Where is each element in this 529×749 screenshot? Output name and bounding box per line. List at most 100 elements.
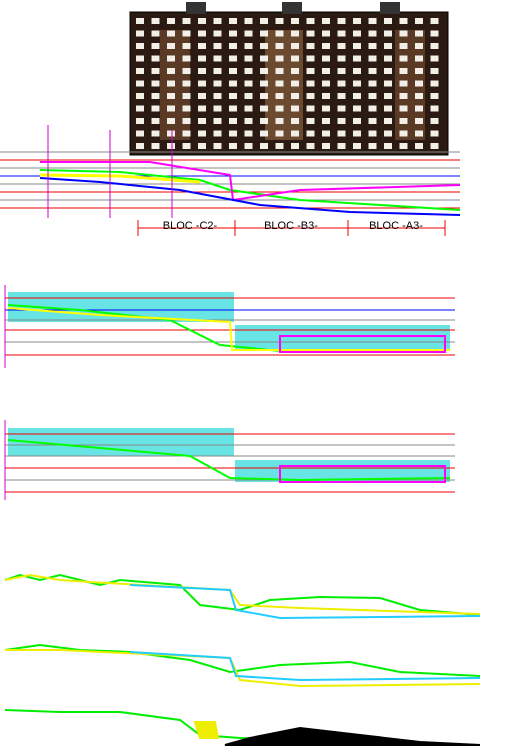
window: [353, 30, 361, 37]
window: [384, 93, 392, 99]
window: [244, 68, 253, 74]
window: [306, 105, 315, 112]
window: [198, 55, 206, 62]
window: [384, 80, 392, 87]
window: [368, 68, 377, 74]
window: [229, 130, 237, 137]
window: [136, 43, 144, 49]
window: [415, 130, 423, 137]
window: [198, 105, 206, 112]
window: [291, 18, 299, 24]
window: [430, 43, 439, 49]
window: [151, 43, 160, 49]
window: [430, 105, 439, 112]
window: [260, 93, 268, 99]
window: [322, 30, 330, 37]
window: [337, 143, 346, 149]
window: [275, 55, 284, 62]
window: [353, 68, 361, 74]
window: [260, 68, 268, 74]
window: [322, 68, 330, 74]
window: [415, 80, 423, 87]
window: [353, 43, 361, 49]
window: [213, 30, 222, 37]
window: [368, 118, 377, 124]
window: [306, 55, 315, 62]
window: [229, 43, 237, 49]
window: [136, 105, 144, 112]
window: [198, 93, 206, 99]
window: [229, 93, 237, 99]
window: [322, 93, 330, 99]
window: [213, 118, 222, 124]
window: [353, 18, 361, 24]
window: [368, 30, 377, 37]
section-2: [4, 285, 455, 368]
window: [337, 30, 346, 37]
window: [306, 30, 315, 37]
window: [384, 18, 392, 24]
window: [337, 55, 346, 62]
window: [182, 118, 191, 124]
window: [244, 43, 253, 49]
window: [291, 118, 299, 124]
window: [182, 130, 191, 137]
window: [244, 130, 253, 137]
window: [415, 30, 423, 37]
window: [167, 18, 175, 24]
window: [430, 55, 439, 62]
window: [337, 18, 346, 24]
window: [182, 55, 191, 62]
window: [213, 43, 222, 49]
window: [151, 143, 160, 149]
window: [415, 43, 423, 49]
window: [415, 18, 423, 24]
window: [244, 80, 253, 87]
window: [384, 130, 392, 137]
window: [337, 80, 346, 87]
window: [151, 105, 160, 112]
window: [353, 55, 361, 62]
window: [353, 93, 361, 99]
window: [368, 80, 377, 87]
window: [353, 80, 361, 87]
window: [399, 130, 408, 137]
window: [399, 30, 408, 37]
window: [244, 143, 253, 149]
window: [198, 130, 206, 137]
window: [322, 118, 330, 124]
window: [244, 118, 253, 124]
window: [430, 30, 439, 37]
window: [384, 105, 392, 112]
window: [399, 143, 408, 149]
window: [399, 55, 408, 62]
window: [136, 143, 144, 149]
window: [306, 43, 315, 49]
window: [229, 55, 237, 62]
window: [337, 93, 346, 99]
block-label: BLOC -B3-: [264, 220, 318, 232]
window: [368, 105, 377, 112]
window: [337, 105, 346, 112]
section-1: [0, 125, 461, 218]
window: [275, 130, 284, 137]
window: [322, 43, 330, 49]
window: [167, 43, 175, 49]
window: [167, 143, 175, 149]
window: [306, 118, 315, 124]
window: [136, 118, 144, 124]
building-facade: [129, 2, 449, 156]
window: [275, 43, 284, 49]
window: [167, 93, 175, 99]
window: [353, 143, 361, 149]
window: [151, 93, 160, 99]
window: [306, 18, 315, 24]
window: [167, 68, 175, 74]
window: [337, 130, 346, 137]
window: [322, 143, 330, 149]
window: [136, 80, 144, 87]
window: [229, 105, 237, 112]
window: [291, 143, 299, 149]
window: [306, 143, 315, 149]
window: [306, 93, 315, 99]
